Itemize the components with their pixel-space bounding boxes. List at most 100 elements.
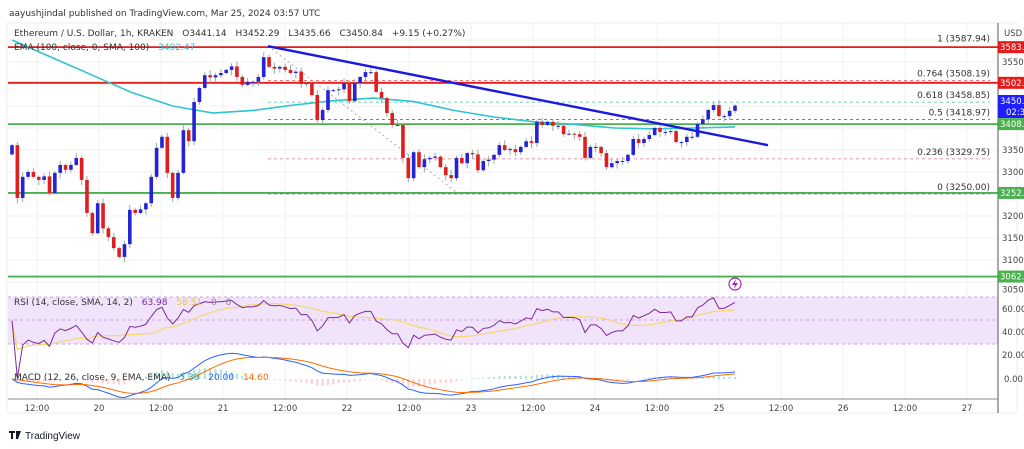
macd-histogram-bar (257, 378, 260, 380)
lightning-icon[interactable] (728, 277, 742, 291)
macd-histogram-bar (193, 370, 196, 379)
close-value: C3450.84 (339, 29, 383, 39)
macd-signal-value: 14.60 (243, 373, 269, 383)
candle-down (240, 76, 245, 85)
time-tick-label: 12:00 (521, 404, 546, 414)
price-tick-label: 3050.00 (1002, 286, 1024, 296)
time-tick-label: 20 (94, 404, 105, 414)
macd-histogram-bar (225, 370, 228, 379)
candle-up (588, 146, 593, 158)
candle-up (454, 157, 459, 179)
symbol-label: Ethereum / U.S. Dollar, 1h, KRAKEN (14, 29, 173, 39)
candle-up (518, 146, 523, 153)
candle-up (342, 83, 346, 90)
candle-down (106, 228, 111, 238)
candle-up (567, 133, 571, 135)
fib-level-label: 1 (3587.94) (937, 34, 990, 44)
macd-histogram-bar (567, 376, 570, 379)
macd-histogram-bar (75, 377, 78, 379)
time-axis[interactable]: 12:00 20 12:00 21 12:00 22 12:00 23 12:00 24 12:00… (25, 404, 973, 414)
candle-down (401, 124, 405, 158)
candle-up (652, 128, 657, 136)
price-badge-label: 3502.66 (1000, 79, 1024, 89)
candle-up (197, 87, 202, 103)
macd-histogram-bar (150, 374, 153, 379)
macd-histogram-bar (64, 379, 67, 380)
candle-up (363, 72, 368, 77)
macd-histogram-bar (519, 375, 522, 379)
candle-up (701, 119, 705, 125)
time-tick-label: 21 (218, 404, 229, 414)
macd-histogram-bar (187, 371, 190, 379)
candle-down (101, 203, 105, 229)
macd-pane (11, 352, 736, 399)
rsi-extra-1: 0 (211, 298, 217, 308)
macd-histogram-bar (626, 379, 629, 381)
macd-histogram-bar (246, 377, 249, 379)
candle-up (320, 109, 325, 121)
macd-histogram-bar (219, 369, 222, 379)
time-tick-label: 12:00 (645, 404, 670, 414)
candle-down (470, 153, 475, 155)
candle-down (444, 167, 448, 176)
macd-histogram-bar (466, 378, 469, 380)
macd-histogram-bar (37, 379, 40, 382)
macd-histogram-bar (530, 375, 533, 379)
rsi-tick-label: 20.00 (1002, 351, 1024, 361)
rsi-label: RSI (14, close, SMA, 14, 2) (14, 298, 133, 308)
macd-histogram-bar (252, 378, 254, 379)
rsi-sma-line (11, 302, 736, 350)
macd-histogram-bar (80, 378, 83, 379)
candle-down (658, 128, 662, 132)
macd-histogram-bar (235, 373, 238, 379)
macd-histogram-bar (305, 379, 308, 384)
macd-histogram-bar (455, 379, 458, 382)
legend: Ethereum / U.S. Dollar, 1h, KRAKEN O3441… (14, 29, 465, 383)
macd-histogram-bar (91, 379, 94, 383)
macd-histogram-bar (525, 375, 528, 379)
candle-up (294, 71, 298, 73)
candle-down (299, 71, 303, 84)
fib-retracement[interactable]: 1 (3587.94) 0.764 (3508.19) 0.618 (3458.85… (268, 34, 990, 195)
fib-level-label: 0.236 (3329.75) (917, 148, 990, 158)
candle-down (583, 136, 587, 158)
currency-box[interactable] (1000, 26, 1022, 40)
macd-histogram-bar (471, 378, 474, 379)
macd-histogram-bar (43, 379, 46, 382)
candle-down (90, 212, 95, 234)
candle-up (74, 157, 79, 165)
macd-histogram-bar (557, 375, 560, 379)
macd-histogram-bar (144, 376, 147, 379)
candle-down (604, 153, 609, 168)
macd-histogram-bar (664, 376, 667, 379)
candle-down (31, 172, 36, 177)
candle-up (160, 136, 164, 148)
macd-histogram-bar (493, 376, 495, 379)
candle-up (53, 172, 57, 194)
macd-histogram-bar (734, 377, 736, 379)
macd-histogram-bar (332, 379, 335, 385)
candle-down (513, 149, 518, 153)
candle-up (69, 164, 73, 170)
candle-up (10, 145, 14, 155)
candle-up (358, 76, 362, 84)
price-axis[interactable]: 3583.76 3502.66 3408.79 3252.46 3062.40 3550.… (998, 41, 1024, 385)
candle-up (138, 209, 143, 213)
macd-histogram-bar (369, 379, 372, 380)
candle-down (117, 248, 121, 257)
trendline[interactable] (267, 44, 769, 147)
macd-histogram-bar (262, 378, 265, 380)
macd-histogram-bar (96, 379, 99, 383)
svg-text:Ethereum / U.S. Dollar, 1h, KR: Ethereum / U.S. Dollar, 1h, KRAKEN O3441… (14, 29, 465, 39)
candle-down (165, 136, 170, 173)
candle-down (561, 125, 566, 135)
candle-up (626, 154, 630, 161)
candle-down (47, 176, 52, 194)
candle-up (631, 139, 636, 155)
macd-histogram-bar (444, 379, 447, 383)
macd-histogram-bar (203, 367, 206, 379)
macd-histogram-bar (407, 379, 410, 388)
rsi-value: 63.98 (142, 298, 168, 308)
candle-up (722, 116, 727, 118)
